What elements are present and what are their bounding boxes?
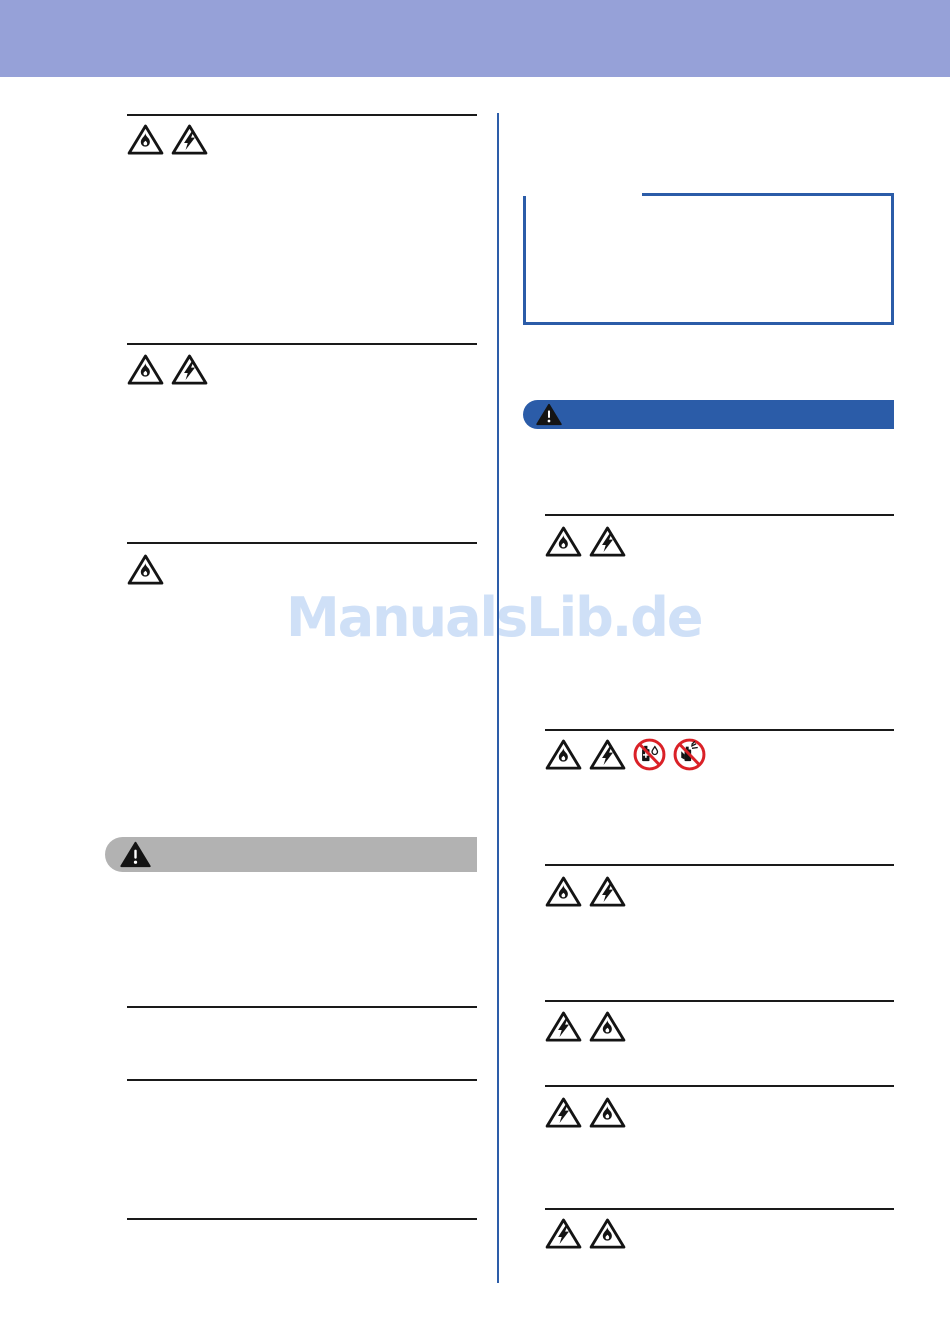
- caution-banner: [105, 837, 477, 872]
- page-header-bar: [0, 0, 950, 77]
- warning-icons-row: [545, 738, 706, 771]
- flammable-material-warning-icon: [127, 123, 164, 156]
- no-flammable-spray-icon: [673, 738, 706, 771]
- warning-triangle-icon: [120, 841, 151, 868]
- flammable-material-warning-icon: [589, 1217, 626, 1250]
- warning-icons-row: [127, 353, 208, 386]
- flammable-material-warning-icon: [545, 525, 582, 558]
- section-divider: [545, 864, 894, 866]
- section-divider: [127, 114, 477, 116]
- section-divider: [545, 514, 894, 516]
- warning-icons-row: [545, 1217, 626, 1250]
- section-divider: [127, 343, 477, 345]
- warning-banner: [523, 400, 894, 429]
- warning-icons-row: [127, 123, 208, 156]
- warning-icons-row: [545, 875, 626, 908]
- note-box-top-border: [642, 193, 894, 196]
- warning-triangle-icon: [536, 403, 562, 426]
- section-divider: [545, 729, 894, 731]
- warning-icons-row: [545, 1096, 626, 1129]
- manualslib-watermark: ManualsLib.de: [286, 586, 704, 649]
- electric-shock-warning-icon: [589, 738, 626, 771]
- section-divider: [127, 1006, 477, 1008]
- no-flammable-liquids-icon: [633, 738, 666, 771]
- note-box: [523, 193, 894, 325]
- warning-icons-row: [545, 525, 626, 558]
- flammable-material-warning-icon: [127, 553, 164, 586]
- column-divider: [497, 113, 499, 1283]
- electric-shock-warning-icon: [545, 1217, 582, 1250]
- electric-shock-warning-icon: [589, 525, 626, 558]
- section-divider: [127, 1218, 477, 1220]
- flammable-material-warning-icon: [545, 738, 582, 771]
- section-divider: [127, 1079, 477, 1081]
- electric-shock-warning-icon: [545, 1010, 582, 1043]
- electric-shock-warning-icon: [589, 875, 626, 908]
- section-divider: [545, 1208, 894, 1210]
- electric-shock-warning-icon: [171, 353, 208, 386]
- electric-shock-warning-icon: [171, 123, 208, 156]
- flammable-material-warning-icon: [589, 1096, 626, 1129]
- section-divider: [127, 542, 477, 544]
- warning-icons-row: [545, 1010, 626, 1043]
- flammable-material-warning-icon: [127, 353, 164, 386]
- section-divider: [545, 1000, 894, 1002]
- flammable-material-warning-icon: [589, 1010, 626, 1043]
- warning-icons-row: [127, 553, 164, 586]
- section-divider: [545, 1085, 894, 1087]
- flammable-material-warning-icon: [545, 875, 582, 908]
- electric-shock-warning-icon: [545, 1096, 582, 1129]
